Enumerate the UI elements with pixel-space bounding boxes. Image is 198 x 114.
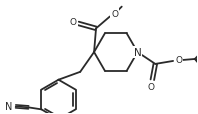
Text: O: O xyxy=(111,10,118,19)
Text: O: O xyxy=(175,56,183,65)
Text: O: O xyxy=(70,18,77,27)
Text: N: N xyxy=(134,48,141,58)
Text: N: N xyxy=(5,101,12,111)
Text: O: O xyxy=(148,82,155,91)
